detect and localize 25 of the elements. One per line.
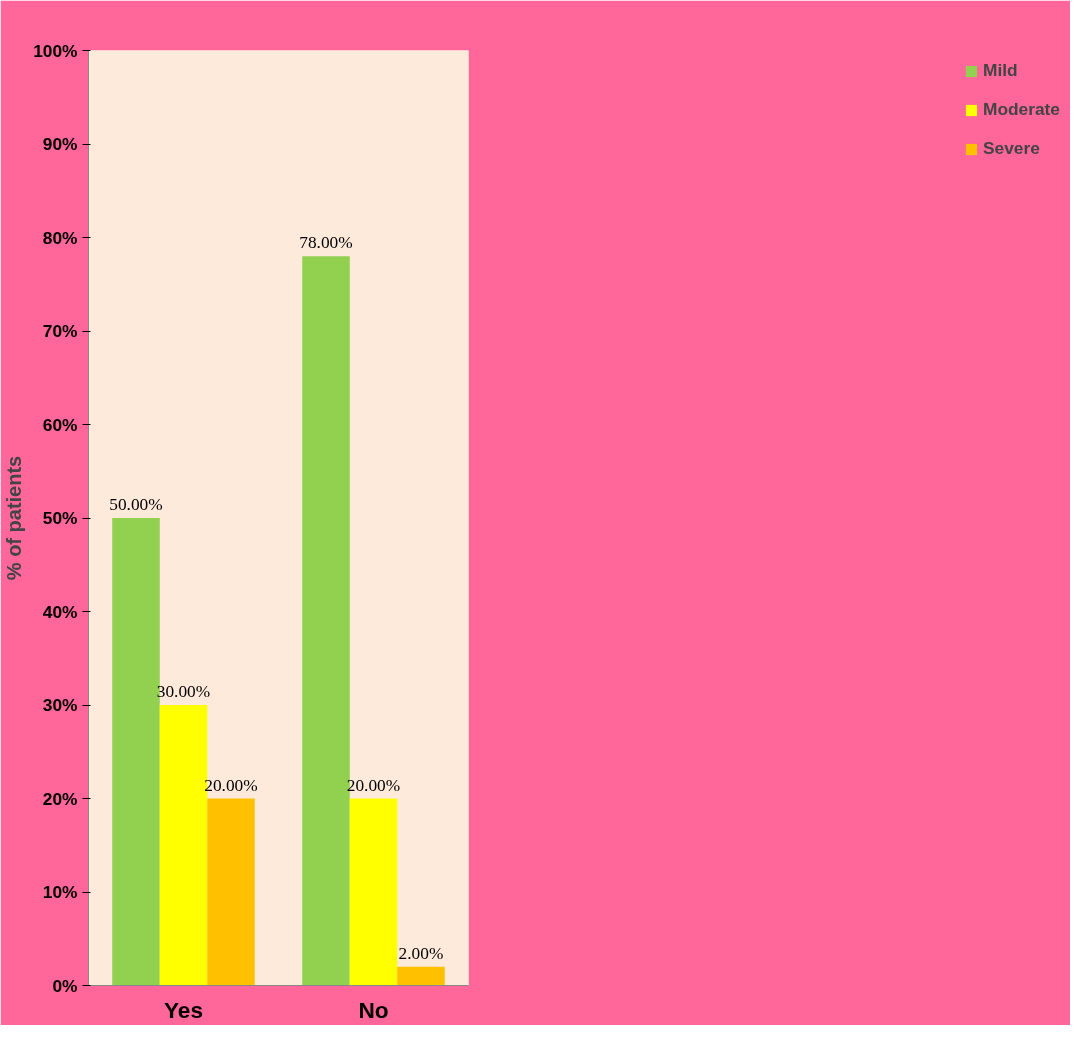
x-tick-label: Yes <box>163 996 204 1023</box>
y-tick-label: 20% <box>42 788 78 809</box>
y-tick-label: 40% <box>42 601 78 622</box>
y-tick-label: 50% <box>42 508 78 528</box>
y-tick-label: 60% <box>42 414 78 435</box>
y-tick-label: 80% <box>42 227 78 248</box>
y-tick-label: 0% <box>52 975 78 996</box>
data-label: 20.00% <box>346 775 401 795</box>
legend-label: Mild <box>982 60 1018 81</box>
bar <box>207 798 255 986</box>
data-label: 30.00% <box>156 682 211 701</box>
data-label: 78.00% <box>299 233 353 253</box>
data-label: 50.00% <box>109 495 163 514</box>
y-tick-label: 10% <box>42 882 78 902</box>
bar <box>397 966 445 986</box>
y-tick-label: 90% <box>42 134 78 154</box>
y-axis-title: % of patients <box>3 455 26 581</box>
y-tick-label: 100% <box>33 40 78 61</box>
bar <box>349 798 398 986</box>
x-tick-label: No <box>358 996 389 1023</box>
y-tick-label: 70% <box>42 321 78 341</box>
legend-label: Moderate <box>982 99 1060 120</box>
y-tick-label: 30% <box>42 695 78 715</box>
legend-label: Severe <box>982 138 1040 159</box>
data-label: 2.00% <box>398 943 444 963</box>
